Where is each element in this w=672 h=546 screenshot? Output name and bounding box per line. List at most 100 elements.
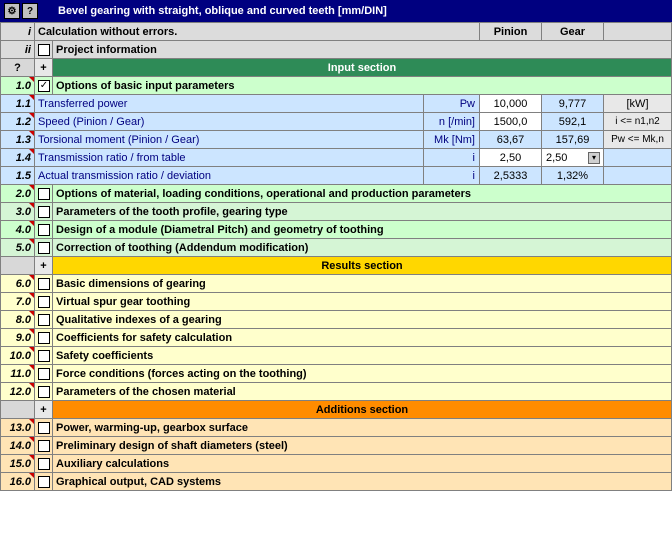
idx-6-0: 6.0: [1, 275, 35, 293]
unit-1-4: [604, 149, 672, 167]
input-sec-q[interactable]: ?: [1, 59, 35, 77]
chk-16-0[interactable]: [35, 473, 53, 491]
val-1-2-p[interactable]: 1500,0: [480, 113, 542, 131]
results-sec-plus[interactable]: +: [35, 257, 53, 275]
idx-8-0: 8.0: [1, 311, 35, 329]
val-1-4-p[interactable]: 2,50: [480, 149, 542, 167]
chk-7-0[interactable]: [35, 293, 53, 311]
row-16-0[interactable]: Graphical output, CAD systems: [53, 473, 672, 491]
col-blank: [604, 23, 672, 41]
chk-11-0[interactable]: [35, 365, 53, 383]
row-ii-idx: ii: [1, 41, 35, 59]
additions-sec-blank: [1, 401, 35, 419]
val-1-5-p: 2,5333: [480, 167, 542, 185]
row-1-0[interactable]: Options of basic input parameters: [53, 77, 672, 95]
idx-9-0: 9.0: [1, 329, 35, 347]
title-bar: ⚙ ? Bevel gearing with straight, oblique…: [0, 0, 672, 22]
idx-13-0: 13.0: [1, 419, 35, 437]
chk-3-0[interactable]: [35, 203, 53, 221]
row-11-0[interactable]: Force conditions (forces acting on the t…: [53, 365, 672, 383]
input-section-title: Input section: [53, 59, 672, 77]
row-14-0[interactable]: Preliminary design of shaft diameters (s…: [53, 437, 672, 455]
row-2-0[interactable]: Options of material, loading conditions,…: [53, 185, 672, 203]
row-7-0[interactable]: Virtual spur gear toothing: [53, 293, 672, 311]
help-icon[interactable]: ?: [22, 3, 38, 19]
unit-1-3[interactable]: Pw <= Mk,n: [604, 131, 672, 149]
project-info-chk[interactable]: [35, 41, 53, 59]
sym-1-4: i: [423, 149, 479, 167]
chk-10-0[interactable]: [35, 347, 53, 365]
input-sec-plus[interactable]: +: [35, 59, 53, 77]
idx-3-0: 3.0: [1, 203, 35, 221]
sym-1-3: Mk [Nm]: [423, 131, 479, 149]
row-13-0[interactable]: Power, warming-up, gearbox surface: [53, 419, 672, 437]
chk-2-0[interactable]: [35, 185, 53, 203]
chk-8-0[interactable]: [35, 311, 53, 329]
val-1-4-g[interactable]: 2,50▾: [542, 149, 604, 167]
chk-6-0[interactable]: [35, 275, 53, 293]
idx-11-0: 11.0: [1, 365, 35, 383]
idx-1-5: 1.5: [1, 167, 35, 185]
dropdown-icon[interactable]: ▾: [588, 152, 600, 164]
project-info[interactable]: Project information: [53, 41, 672, 59]
unit-1-1: [kW]: [604, 95, 672, 113]
idx-16-0: 16.0: [1, 473, 35, 491]
row-9-0[interactable]: Coefficients for safety calculation: [53, 329, 672, 347]
row-12-0[interactable]: Parameters of the chosen material: [53, 383, 672, 401]
row-5-0[interactable]: Correction of toothing (Addendum modific…: [53, 239, 672, 257]
lbl-1-2: Speed (Pinion / Gear): [35, 113, 424, 131]
val-1-3-g: 157,69: [542, 131, 604, 149]
val-1-3-p: 63,67: [480, 131, 542, 149]
sym-1-1: Pw: [423, 95, 479, 113]
idx-12-0: 12.0: [1, 383, 35, 401]
calc-status: Calculation without errors.: [35, 23, 480, 41]
unit-1-5: [604, 167, 672, 185]
col-pinion: Pinion: [480, 23, 542, 41]
main-table: i Calculation without errors. Pinion Gea…: [0, 22, 672, 491]
idx-7-0: 7.0: [1, 293, 35, 311]
chk-9-0[interactable]: [35, 329, 53, 347]
val-1-2-g: 592,1: [542, 113, 604, 131]
row-8-0[interactable]: Qualitative indexes of a gearing: [53, 311, 672, 329]
results-sec-blank: [1, 257, 35, 275]
chk-4-0[interactable]: [35, 221, 53, 239]
idx-2-0: 2.0: [1, 185, 35, 203]
val-1-1-p[interactable]: 10,000: [480, 95, 542, 113]
chk-12-0[interactable]: [35, 383, 53, 401]
col-gear: Gear: [542, 23, 604, 41]
chk-5-0[interactable]: [35, 239, 53, 257]
lbl-1-4: Transmission ratio / from table: [35, 149, 424, 167]
chk-15-0[interactable]: [35, 455, 53, 473]
chk-14-0[interactable]: [35, 437, 53, 455]
idx-14-0: 14.0: [1, 437, 35, 455]
val-1-1-g: 9,777: [542, 95, 604, 113]
idx-1-3: 1.3: [1, 131, 35, 149]
sym-1-5: i: [423, 167, 479, 185]
chk-13-0[interactable]: [35, 419, 53, 437]
idx-15-0: 15.0: [1, 455, 35, 473]
idx-4-0: 4.0: [1, 221, 35, 239]
additions-sec-plus[interactable]: +: [35, 401, 53, 419]
chk-1-0[interactable]: ✓: [35, 77, 53, 95]
row-3-0[interactable]: Parameters of the tooth profile, gearing…: [53, 203, 672, 221]
row-15-0[interactable]: Auxiliary calculations: [53, 455, 672, 473]
val-1-5-g: 1,32%: [542, 167, 604, 185]
idx-1-4: 1.4: [1, 149, 35, 167]
additions-section-title: Additions section: [53, 401, 672, 419]
sym-1-2: n [/min]: [423, 113, 479, 131]
row-i-idx: i: [1, 23, 35, 41]
idx-1-2: 1.2: [1, 113, 35, 131]
idx-10-0: 10.0: [1, 347, 35, 365]
results-section-title: Results section: [53, 257, 672, 275]
row-10-0[interactable]: Safety coefficients: [53, 347, 672, 365]
unit-1-2[interactable]: i <= n1,n2: [604, 113, 672, 131]
lbl-1-5: Actual transmission ratio / deviation: [35, 167, 424, 185]
row-4-0[interactable]: Design of a module (Diametral Pitch) and…: [53, 221, 672, 239]
lbl-1-3: Torsional moment (Pinion / Gear): [35, 131, 424, 149]
title-text: Bevel gearing with straight, oblique and…: [58, 5, 387, 17]
idx-1-0: 1.0: [1, 77, 35, 95]
lbl-1-1: Transferred power: [35, 95, 424, 113]
idx-5-0: 5.0: [1, 239, 35, 257]
app-icon[interactable]: ⚙: [4, 3, 20, 19]
row-6-0[interactable]: Basic dimensions of gearing: [53, 275, 672, 293]
